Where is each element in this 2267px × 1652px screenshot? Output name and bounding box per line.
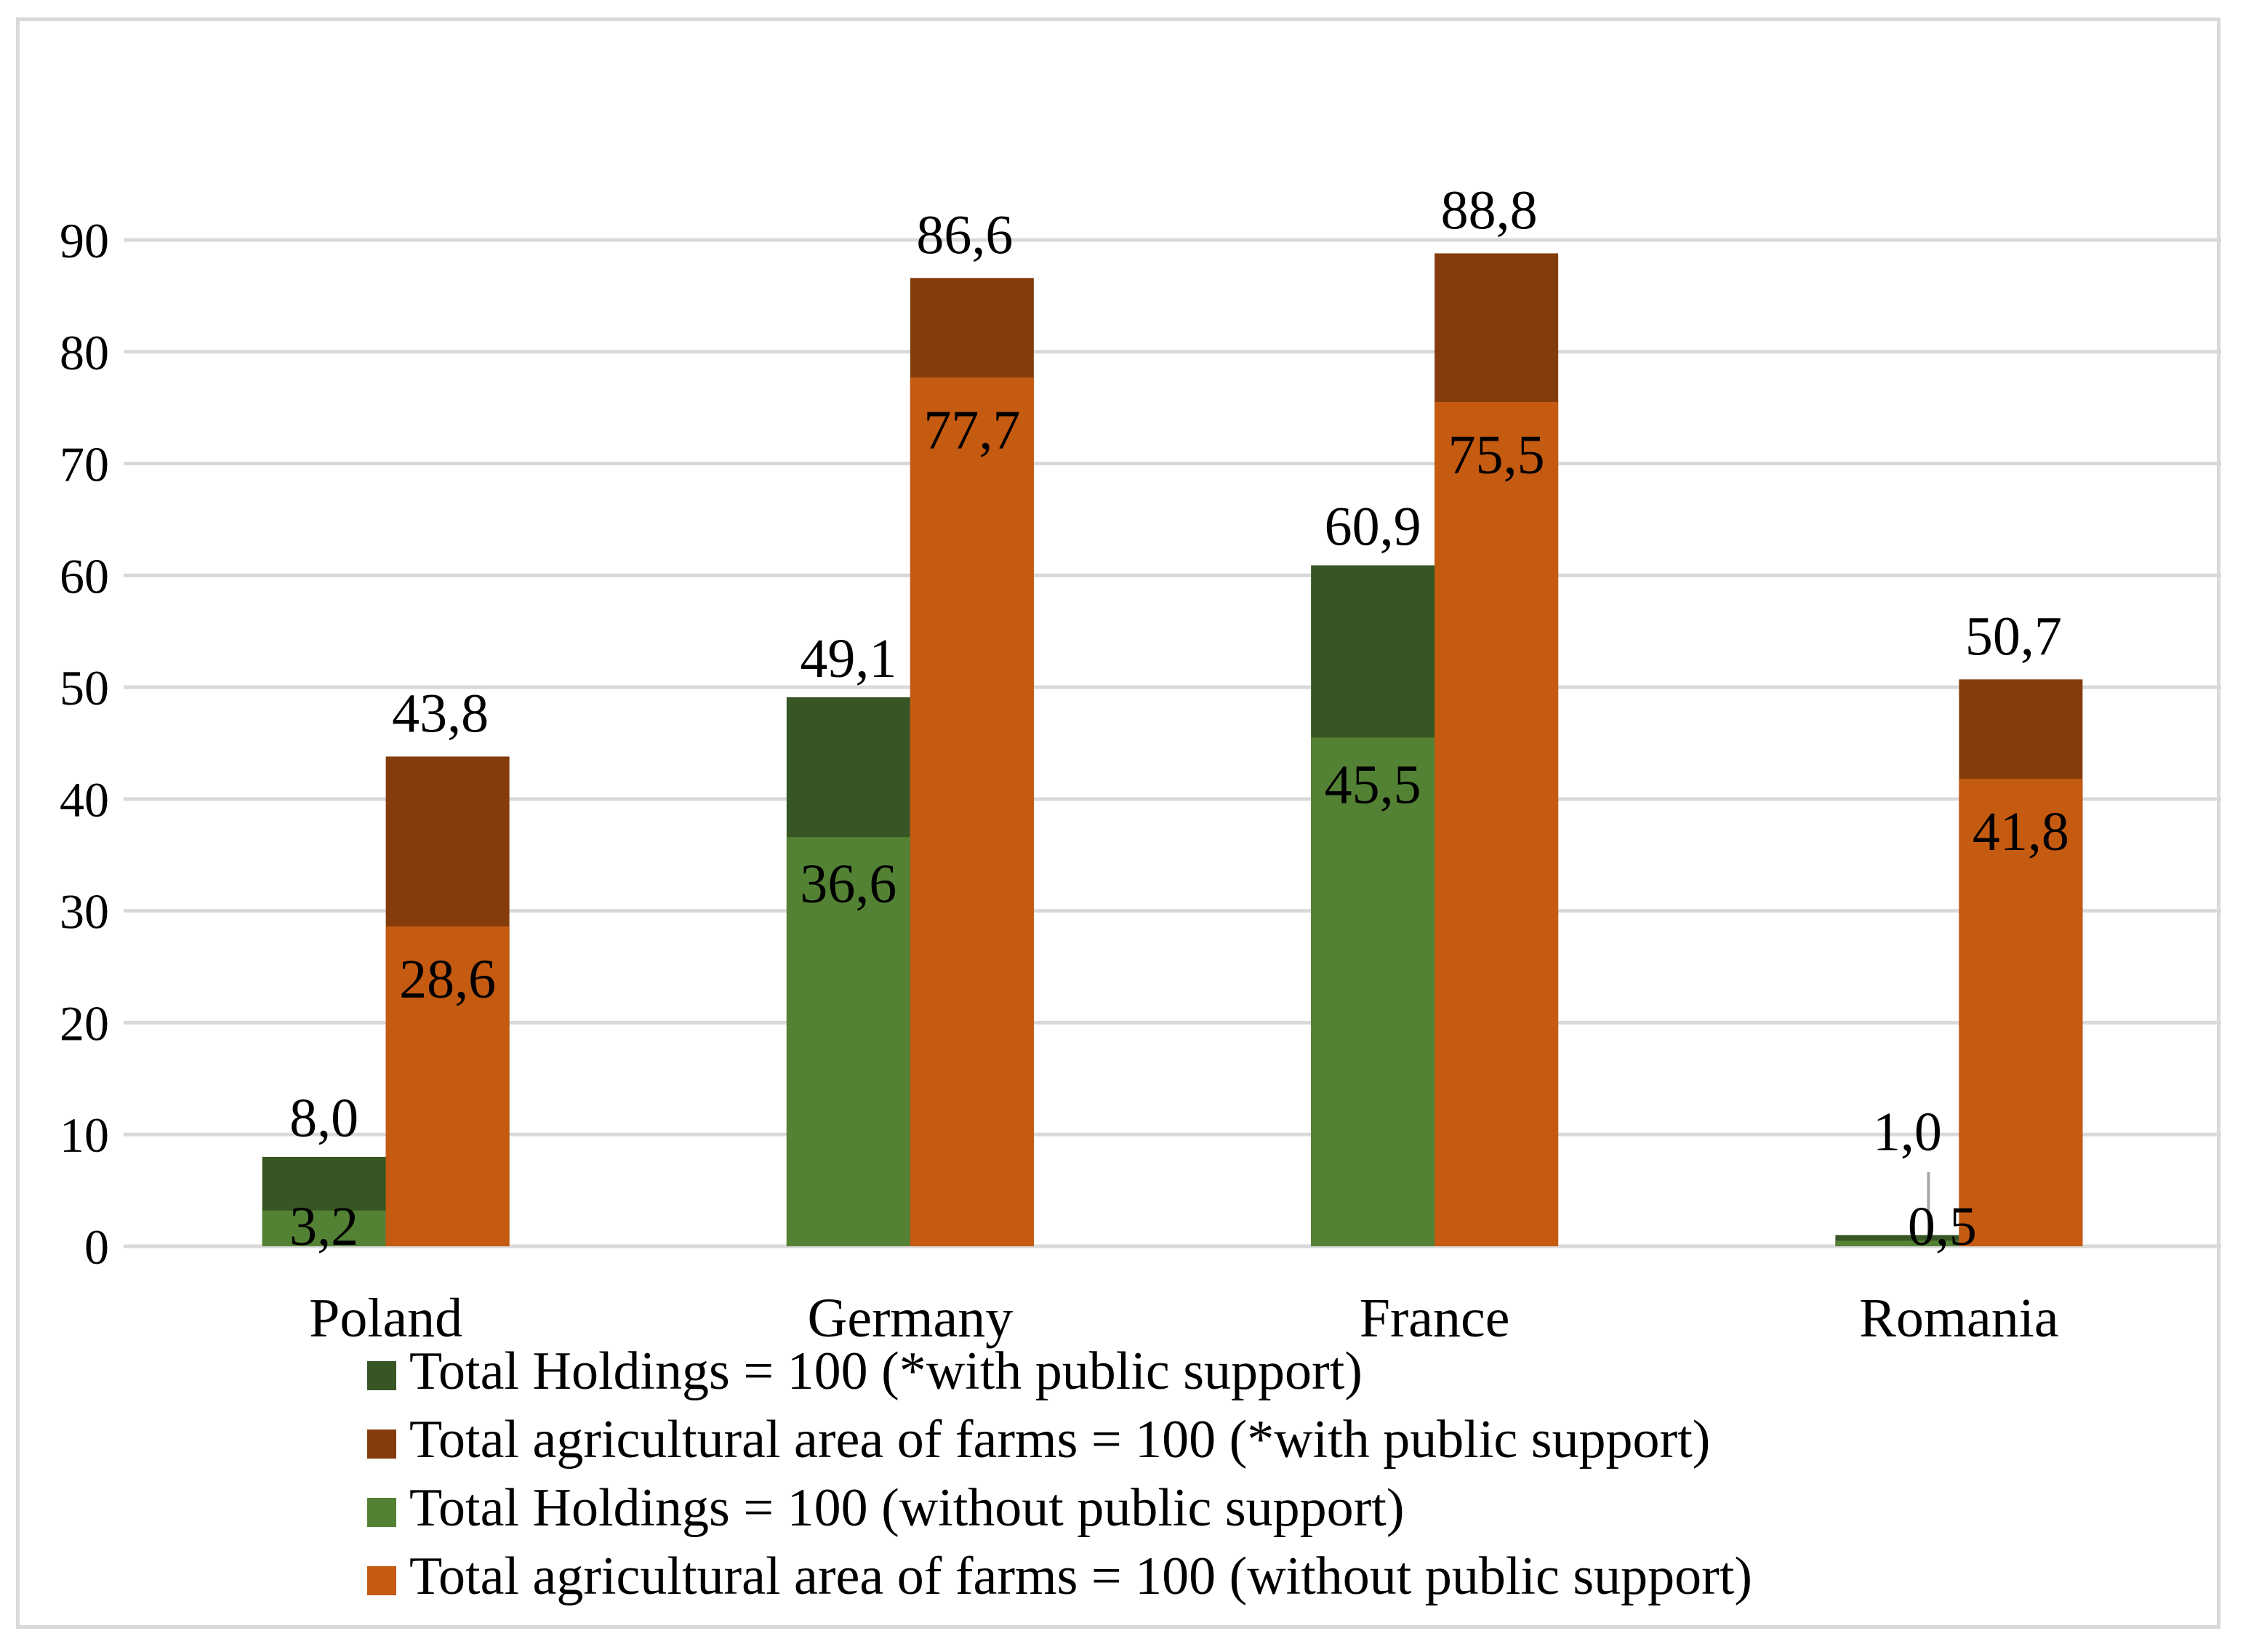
legend-label: Total agricultural area of farms = 100 (… [409, 1410, 1710, 1469]
legend-swatch [367, 1498, 396, 1527]
label-area-with-support: 86,6 [916, 204, 1013, 265]
legend-label: Total agricultural area of farms = 100 (… [409, 1547, 1752, 1606]
label-area-with-support: 50,7 [1965, 606, 2062, 667]
legend-swatch [367, 1361, 396, 1390]
x-category-label: France [1360, 1288, 1510, 1349]
bar-area-without-support [385, 926, 510, 1246]
label-holdings-without-support: 36,6 [800, 854, 896, 915]
bar-holdings-without-support [786, 837, 910, 1246]
data-labels: 8,0 43,8 3,2 28,6 49,1 86,6 36,6 77,7 60,9 88,8 45… [289, 180, 2069, 1257]
y-tick-label: 0 [84, 1219, 109, 1275]
y-tick-label: 60 [60, 548, 109, 604]
label-holdings-with-support: 60,9 [1325, 496, 1421, 557]
y-tick-label: 30 [60, 884, 109, 939]
label-holdings-with-support: 49,1 [800, 628, 896, 689]
label-holdings-with-support: 8,0 [289, 1088, 358, 1149]
x-axis-categories: Poland Germany France Romania [309, 1288, 2059, 1349]
label-holdings-with-support: 1,0 [1873, 1102, 1942, 1163]
y-tick-label: 70 [60, 437, 109, 492]
label-area-without-support: 77,7 [923, 400, 1020, 461]
legend-label: Total Holdings = 100 (without public sup… [409, 1478, 1404, 1538]
x-category-label: Romania [1859, 1288, 2058, 1349]
bar-holdings-without-support [1835, 1240, 1959, 1246]
label-area-with-support: 43,8 [392, 683, 489, 744]
bars [262, 253, 2083, 1247]
label-holdings-without-support: 0,5 [1908, 1196, 1977, 1257]
y-tick-label: 40 [60, 772, 109, 827]
label-holdings-without-support: 3,2 [289, 1196, 358, 1257]
y-tick-label: 90 [60, 213, 109, 268]
legend-swatch [367, 1430, 396, 1459]
y-tick-label: 20 [60, 995, 109, 1051]
bar-area-without-support [1435, 401, 1559, 1246]
label-area-without-support: 41,8 [1973, 801, 2069, 862]
bar-holdings-without-support [1311, 737, 1435, 1246]
label-area-with-support: 88,8 [1441, 180, 1538, 241]
legend-swatch [367, 1566, 396, 1595]
bar-area-without-support [910, 377, 1034, 1246]
y-tick-label: 10 [60, 1107, 109, 1163]
label-area-without-support: 28,6 [399, 949, 496, 1010]
legend-label: Total Holdings = 100 (*with public suppo… [409, 1342, 1363, 1401]
label-area-without-support: 75,5 [1448, 425, 1545, 486]
x-category-label: Poland [309, 1288, 462, 1349]
y-tick-label: 80 [60, 325, 109, 380]
label-holdings-without-support: 45,5 [1325, 754, 1421, 815]
chart-frame [16, 17, 2220, 1629]
y-tick-label: 50 [60, 660, 109, 715]
legend: Total Holdings = 100 (*with public suppo… [367, 1342, 1752, 1606]
x-category-label: Germany [807, 1288, 1013, 1349]
bar-area-without-support [1959, 779, 2083, 1246]
y-axis-ticks: 0 10 20 30 40 50 60 70 80 90 [60, 213, 109, 1275]
bar-holdings-without-support [262, 1210, 386, 1246]
